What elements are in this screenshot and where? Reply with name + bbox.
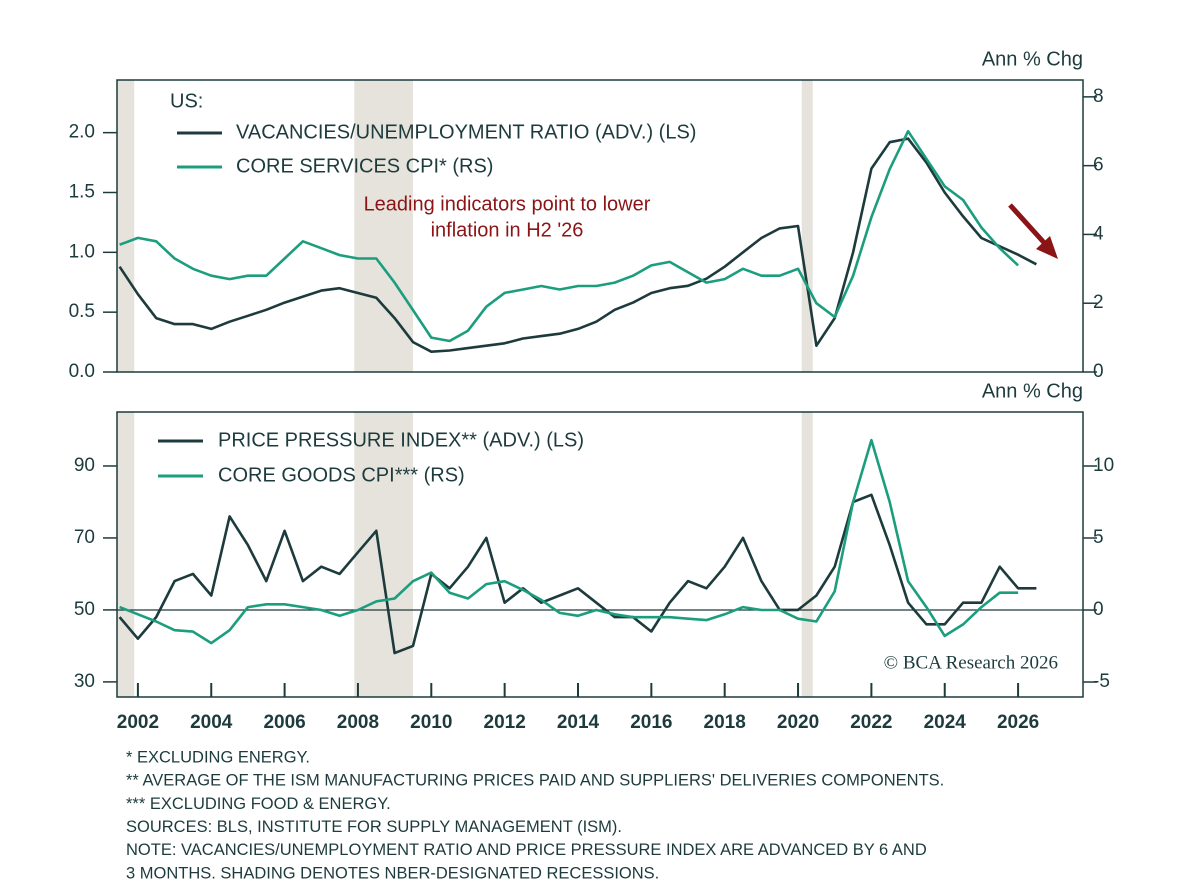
y-tick-label: 90 bbox=[74, 455, 95, 476]
legend-label: VACANCIES/UNEMPLOYMENT RATIO (ADV.) (LS) bbox=[236, 121, 696, 143]
series-line bbox=[119, 438, 1019, 645]
x-tick-label: 2022 bbox=[850, 712, 892, 733]
legend-label: PRICE PRESSURE INDEX** (ADV.) (LS) bbox=[218, 429, 584, 451]
footnote: NOTE: VACANCIES/UNEMPLOYMENT RATIO AND P… bbox=[126, 841, 927, 859]
legend-label: CORE GOODS CPI*** (RS) bbox=[218, 464, 465, 486]
recession-shading bbox=[354, 412, 413, 697]
series-line bbox=[119, 129, 1019, 343]
annotation: inflation in H2 '26 bbox=[431, 219, 584, 241]
x-tick-label: 2016 bbox=[630, 712, 672, 733]
annotation: Leading indicators point to lower bbox=[364, 193, 651, 215]
recession-shading bbox=[117, 412, 135, 697]
x-tick-label: 2026 bbox=[997, 712, 1039, 733]
y2-tick-label: 2 bbox=[1093, 292, 1104, 313]
y2-tick-label: 4 bbox=[1093, 223, 1104, 244]
legend-label: CORE SERVICES CPI* (RS) bbox=[236, 155, 493, 177]
footnote: SOURCES: BLS, INSTITUTE FOR SUPPLY MANAG… bbox=[126, 818, 622, 836]
y2-axis-label: Ann % Chg bbox=[982, 48, 1083, 70]
x-tick-label: 2008 bbox=[337, 712, 379, 733]
recession-shading bbox=[801, 80, 813, 372]
y2-tick-label: 0 bbox=[1093, 599, 1104, 620]
y2-tick-label: 6 bbox=[1093, 155, 1104, 176]
footnote: ** AVERAGE OF THE ISM MANUFACTURING PRIC… bbox=[126, 772, 944, 790]
series-line bbox=[118, 137, 1038, 353]
y-tick-label: 1.0 bbox=[69, 241, 95, 262]
x-tick-label: 2018 bbox=[704, 712, 746, 733]
series-line bbox=[118, 493, 1037, 655]
x-tick-label: 2010 bbox=[410, 712, 452, 733]
x-tick-label: 2002 bbox=[117, 712, 159, 733]
y2-tick-label: 5 bbox=[1093, 527, 1104, 548]
y-tick-label: 1.5 bbox=[69, 182, 95, 203]
arrow-head bbox=[1036, 236, 1058, 259]
x-tick-label: 2012 bbox=[484, 712, 526, 733]
footnote: 3 MONTHS. SHADING DENOTES NBER-DESIGNATE… bbox=[126, 864, 659, 882]
arrow bbox=[1008, 203, 1050, 249]
plot-frame bbox=[116, 411, 1084, 698]
x-tick-label: 2020 bbox=[777, 712, 819, 733]
recession-shading bbox=[801, 412, 813, 697]
y-tick-label: 50 bbox=[74, 599, 95, 620]
x-tick-label: 2014 bbox=[557, 712, 600, 733]
y2-tick-label: -5 bbox=[1093, 671, 1110, 692]
credit: © BCA Research 2026 bbox=[884, 652, 1058, 673]
y-tick-label: 30 bbox=[74, 671, 95, 692]
x-tick-label: 2004 bbox=[190, 712, 233, 733]
y-tick-label: 0.0 bbox=[69, 361, 95, 382]
recession-shading bbox=[354, 80, 413, 372]
y-tick-label: 0.5 bbox=[69, 301, 95, 322]
legend-title: US: bbox=[170, 90, 203, 112]
y2-tick-label: 10 bbox=[1093, 455, 1114, 476]
y2-axis-label: Ann % Chg bbox=[982, 380, 1083, 402]
footnote: * EXCLUDING ENERGY. bbox=[126, 748, 310, 766]
y2-tick-label: 8 bbox=[1093, 86, 1104, 107]
y-tick-label: 70 bbox=[74, 527, 95, 548]
y-tick-label: 2.0 bbox=[69, 122, 95, 143]
plot-frame bbox=[116, 79, 1084, 373]
footnote: *** EXCLUDING FOOD & ENERGY. bbox=[126, 795, 391, 813]
x-tick-label: 2006 bbox=[263, 712, 305, 733]
x-tick-label: 2024 bbox=[924, 712, 967, 733]
recession-shading bbox=[117, 80, 135, 372]
y2-tick-label: 0 bbox=[1093, 361, 1104, 382]
